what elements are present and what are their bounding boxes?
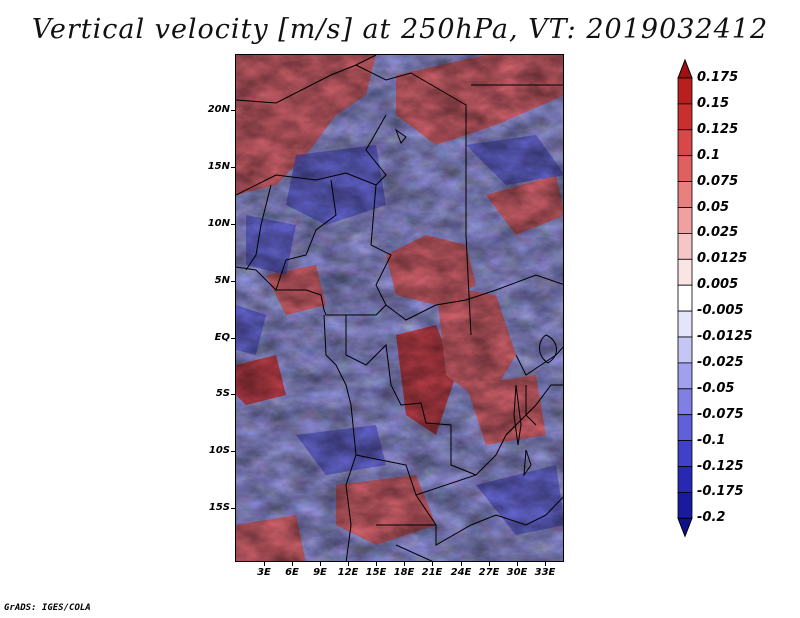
colorbar-label: -0.125	[697, 458, 744, 474]
lat-label: 5N	[214, 275, 230, 286]
lon-tick	[545, 561, 546, 566]
lat-label: 10S	[208, 445, 230, 456]
lat-label: 15N	[207, 161, 230, 172]
colorbar-segment	[677, 491, 693, 519]
lat-tick	[231, 281, 236, 282]
lon-label: 21E	[421, 567, 443, 578]
political-borders	[236, 55, 563, 561]
map-title: Vertical velocity [m/s] at 250hPa, VT: 2…	[31, 14, 769, 45]
vertical-velocity-field	[236, 55, 563, 561]
lat-label: 5S	[215, 388, 230, 399]
lon-tick	[404, 561, 405, 566]
colorbar-label: -0.175	[697, 484, 744, 500]
colorbar-segment	[677, 181, 693, 208]
lat-tick	[231, 394, 236, 395]
colorbar-label: -0.1	[697, 432, 726, 448]
lon-label: 33E	[534, 567, 556, 578]
lat-label: EQ	[214, 332, 230, 343]
lat-tick	[231, 110, 236, 111]
lon-tick	[517, 561, 518, 566]
lat-tick	[231, 451, 236, 452]
lat-tick	[231, 167, 236, 168]
lon-label: 12E	[337, 567, 359, 578]
colorbar-segment	[677, 388, 693, 416]
colorbar-segment	[677, 155, 693, 182]
colorbar-label: 0.005	[697, 277, 739, 293]
colorbar-label: 0.125	[697, 121, 739, 137]
colorbar-label: 0.0125	[697, 251, 748, 267]
lat-label: 20N	[207, 104, 230, 115]
lon-label: 9E	[313, 567, 327, 578]
lon-label: 27E	[478, 567, 500, 578]
lon-label: 24E	[450, 567, 472, 578]
lat-label: 10N	[207, 218, 230, 229]
colorbar-label: 0.1	[697, 147, 721, 163]
lon-tick	[320, 561, 321, 566]
lon-label: 30E	[506, 567, 528, 578]
lat-tick	[231, 508, 236, 509]
colorbar-segment	[677, 362, 693, 390]
lat-tick	[231, 338, 236, 339]
footer-credit: GrADS: IGES/COLA	[4, 603, 91, 613]
lon-label: 6E	[285, 567, 299, 578]
colorbar-label: 0.15	[697, 95, 730, 111]
colorbar-label: -0.025	[697, 354, 744, 370]
lat-label: 15S	[208, 502, 230, 513]
colorbar-segment	[677, 414, 693, 442]
colorbar-segment	[677, 284, 693, 312]
colorbar-segment	[677, 258, 693, 286]
lon-tick	[489, 561, 490, 566]
colorbar-label: 0.075	[697, 173, 739, 189]
lon-label: 15E	[365, 567, 387, 578]
colorbar-label: -0.2	[697, 510, 726, 526]
map-plot-area	[235, 54, 564, 562]
colorbar-segment	[677, 466, 693, 493]
lon-tick	[264, 561, 265, 566]
colorbar-label: -0.005	[697, 303, 744, 319]
lat-tick	[231, 224, 236, 225]
colorbar-segment	[677, 440, 693, 467]
colorbar-segment	[677, 103, 693, 131]
colorbar-segment	[677, 336, 693, 364]
colorbar	[677, 58, 693, 538]
colorbar-bottom-arrow	[677, 517, 693, 538]
lon-tick	[292, 561, 293, 566]
lon-tick	[376, 561, 377, 566]
colorbar-segment	[677, 207, 693, 234]
colorbar-segment	[677, 129, 693, 157]
colorbar-label: -0.075	[697, 406, 744, 422]
colorbar-label: -0.05	[697, 380, 735, 396]
colorbar-label: 0.025	[697, 225, 739, 241]
lakes	[394, 128, 557, 477]
lon-tick	[348, 561, 349, 566]
colorbar-top-arrow	[677, 58, 693, 79]
colorbar-segment	[677, 310, 693, 338]
colorbar-label: -0.0125	[697, 329, 753, 344]
colorbar-label: 0.05	[697, 199, 730, 215]
lon-label: 18E	[393, 567, 415, 578]
lon-tick	[432, 561, 433, 566]
lon-tick	[461, 561, 462, 566]
colorbar-label: 0.175	[697, 70, 739, 85]
colorbar-segment	[677, 232, 693, 260]
lon-label: 3E	[257, 567, 271, 578]
colorbar-segment	[677, 77, 693, 105]
